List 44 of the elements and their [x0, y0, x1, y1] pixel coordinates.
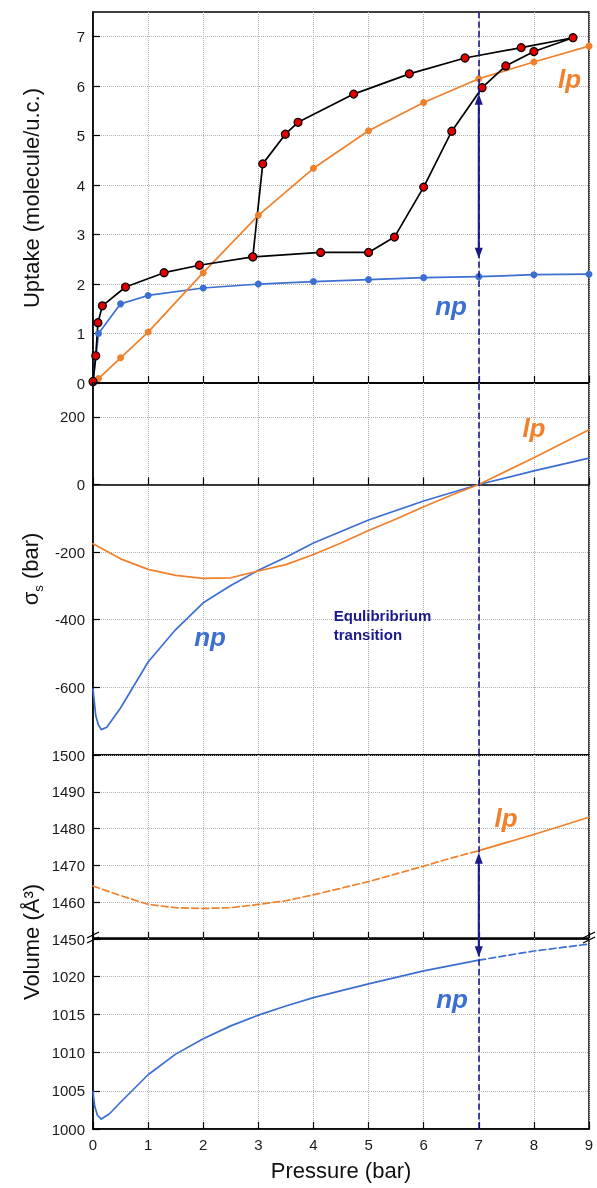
annotation: np: [436, 984, 469, 1015]
y-tick-label: 3: [76, 226, 85, 244]
ref-line-label: Equlibribrium transition: [333, 607, 436, 644]
y-tick-label: 5: [76, 127, 85, 145]
y-axis-title: Uptake (molecule/u.c.): [19, 87, 45, 308]
y-tick-label: -200: [54, 543, 85, 561]
y-tick-label: 4: [76, 176, 85, 194]
y-tick-label: 1015: [51, 1005, 85, 1023]
annotation: lp: [522, 413, 546, 444]
x-tick-label: 9: [584, 1136, 594, 1153]
annotation: np: [194, 622, 227, 653]
y-tick-label: 1: [76, 325, 85, 343]
x-axis-title: Pressure (bar): [270, 1157, 412, 1183]
x-tick-label: 1: [143, 1136, 153, 1153]
y-axis-title: Volume (Å³): [19, 883, 45, 1001]
y-tick-label: 1000: [51, 1120, 85, 1138]
y-tick-label: 1020: [51, 967, 85, 985]
y-tick-label: 0: [76, 475, 85, 493]
x-tick-label: 3: [254, 1136, 263, 1153]
annotation: np: [435, 290, 468, 321]
y-tick-label: 1460: [51, 893, 85, 911]
y-tick-label: 1010: [51, 1044, 85, 1062]
y-tick-label: 1005: [51, 1082, 85, 1100]
x-tick-label: 6: [419, 1136, 428, 1153]
y-tick-label: 200: [59, 408, 85, 426]
y-tick-label: 0: [76, 374, 85, 392]
y-tick-label: 1500: [51, 746, 85, 764]
y-tick-label: 1490: [51, 783, 85, 801]
y-tick-label: 6: [76, 77, 85, 95]
y-tick-label: 1480: [51, 820, 85, 838]
x-tick-label: 4: [309, 1136, 318, 1153]
annotation: lp: [494, 802, 518, 833]
y-tick-label: -400: [54, 611, 85, 629]
x-tick-label: 7: [474, 1136, 483, 1153]
x-tick-label: 8: [529, 1136, 539, 1153]
y-tick-label: 2: [76, 275, 85, 293]
x-tick-label: 5: [364, 1136, 373, 1153]
x-tick-label: 0: [88, 1136, 98, 1153]
y-tick-label: 1470: [51, 856, 85, 874]
x-tick-label: 2: [199, 1136, 208, 1153]
y-tick-label: 7: [76, 28, 85, 46]
y-tick-label: -600: [54, 678, 85, 696]
y-tick-label: 1450: [51, 930, 85, 948]
annotation: lp: [558, 63, 582, 94]
